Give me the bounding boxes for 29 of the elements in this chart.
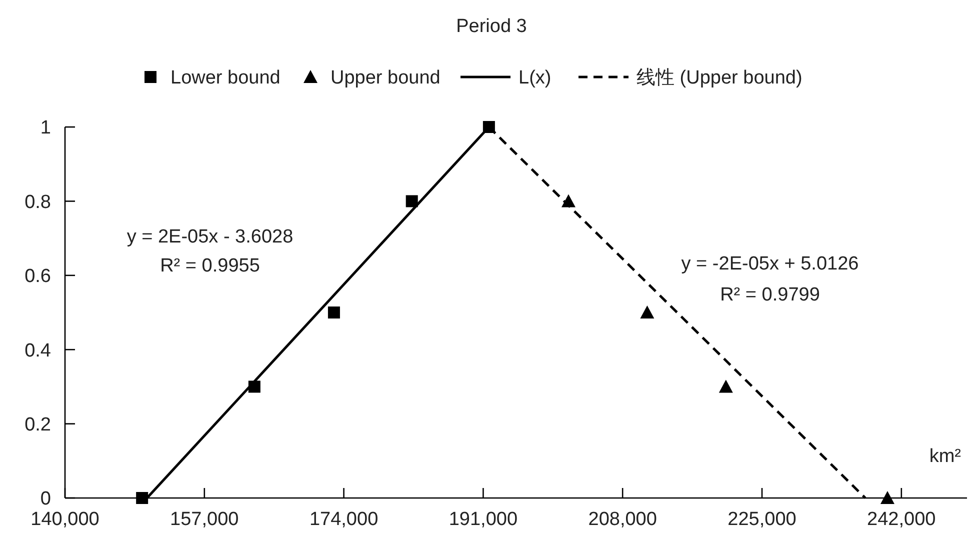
x-tick-label: 242,000: [867, 509, 936, 530]
x-tick-label: 191,000: [448, 509, 518, 530]
point: [136, 492, 148, 504]
point: [880, 491, 894, 504]
x-tick-label: 208,000: [588, 509, 657, 530]
x-tick-label: 174,000: [309, 509, 378, 530]
annotation: y = 2E-05x - 3.6028: [126, 226, 294, 248]
legend-label: Lower bound: [170, 68, 280, 89]
point: [640, 306, 654, 318]
annotation: R² = 0.9799: [720, 284, 820, 306]
y-tick-label: 0: [40, 488, 51, 510]
x-tick-label: 157,000: [170, 509, 239, 530]
y-tick-label: 0.6: [24, 266, 51, 288]
chart-title: Period 3: [456, 16, 527, 37]
y-tick-label: 0.2: [24, 414, 51, 436]
x-axis-title: km²: [929, 446, 961, 467]
annotation: y = -2E-05x + 5.0126: [681, 254, 859, 275]
annotation: R² = 0.9955: [160, 256, 260, 277]
legend-label: Upper bound: [330, 68, 440, 89]
y-tick-label: 0.8: [24, 192, 51, 213]
point: [718, 380, 733, 393]
point: [406, 195, 418, 208]
x-tick-label: 225,000: [728, 509, 796, 530]
y-tick-label: 1: [40, 118, 51, 139]
y-tick-label: 0.4: [24, 340, 52, 362]
x-tick-label: 140,000: [30, 509, 100, 530]
point: [328, 306, 340, 318]
legend-label: 线性 (Upper bound): [636, 68, 802, 89]
legend-label: L(x): [518, 68, 552, 89]
